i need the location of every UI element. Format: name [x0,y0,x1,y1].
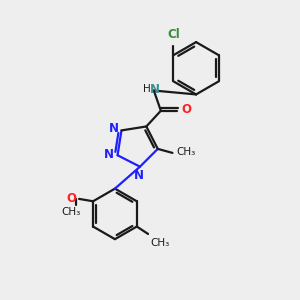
Text: N: N [109,122,119,135]
Text: O: O [66,192,76,205]
Text: N: N [150,82,160,95]
Text: CH₃: CH₃ [176,147,195,157]
Text: Cl: Cl [168,28,180,41]
Text: N: N [134,169,143,182]
Text: H: H [143,84,151,94]
Text: CH₃: CH₃ [61,207,81,217]
Text: O: O [182,103,192,116]
Text: CH₃: CH₃ [151,238,170,248]
Text: N: N [104,148,114,161]
